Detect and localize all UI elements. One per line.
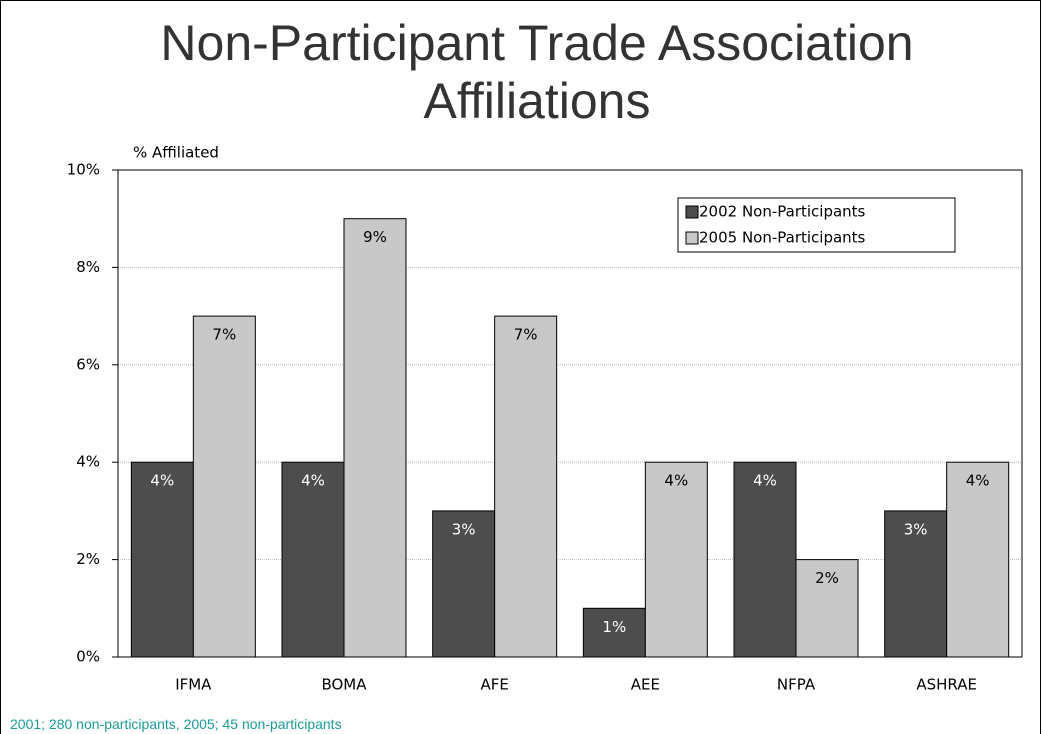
value-label: 1% xyxy=(602,618,626,636)
x-tick-label: BOMA xyxy=(321,676,367,694)
value-label: 7% xyxy=(514,326,538,344)
footnote: 2001; 280 non-participants, 2005; 45 non… xyxy=(10,716,342,732)
y-tick-label: 4% xyxy=(76,453,100,471)
y-tick-label: 6% xyxy=(76,355,100,373)
bar xyxy=(130,461,194,658)
x-tick-label: NFPA xyxy=(777,676,816,694)
bar xyxy=(432,510,496,658)
value-label: 9% xyxy=(363,228,387,246)
y-tick-label: 2% xyxy=(76,550,100,568)
plot-border xyxy=(117,169,1023,658)
y-tick-label: 10% xyxy=(67,161,100,179)
x-tick-label: ASHRAE xyxy=(916,676,977,694)
legend-swatch xyxy=(685,231,699,245)
value-label: 4% xyxy=(966,472,990,490)
x-tick-label: AFE xyxy=(480,676,508,694)
value-label: 4% xyxy=(150,472,174,490)
x-tick-label: IFMA xyxy=(175,676,212,694)
value-label: 4% xyxy=(301,472,325,490)
legend-label: 2005 Non-Participants xyxy=(699,229,866,247)
y-tick-label: 0% xyxy=(76,648,100,666)
bar xyxy=(644,461,708,658)
value-label: 4% xyxy=(753,472,777,490)
y-axis-label: % Affiliated xyxy=(133,144,219,162)
bar xyxy=(281,461,345,658)
legend-box xyxy=(677,197,956,253)
value-label: 7% xyxy=(212,326,236,344)
value-label: 3% xyxy=(452,520,476,538)
y-tick-label: 8% xyxy=(76,258,100,276)
value-label: 3% xyxy=(904,520,928,538)
bar xyxy=(946,461,1010,658)
bar xyxy=(192,315,256,658)
x-tick-label: AEE xyxy=(631,676,660,694)
bar xyxy=(795,559,859,658)
value-label: 2% xyxy=(815,569,839,587)
bar xyxy=(494,315,558,658)
value-label: 4% xyxy=(664,472,688,490)
legend-swatch xyxy=(685,205,699,219)
chart-title: Non-Participant Trade Association Affili… xyxy=(160,15,914,129)
bar xyxy=(884,510,948,658)
bar xyxy=(343,218,407,658)
legend-label: 2002 Non-Participants xyxy=(699,203,866,221)
bar xyxy=(733,461,797,658)
